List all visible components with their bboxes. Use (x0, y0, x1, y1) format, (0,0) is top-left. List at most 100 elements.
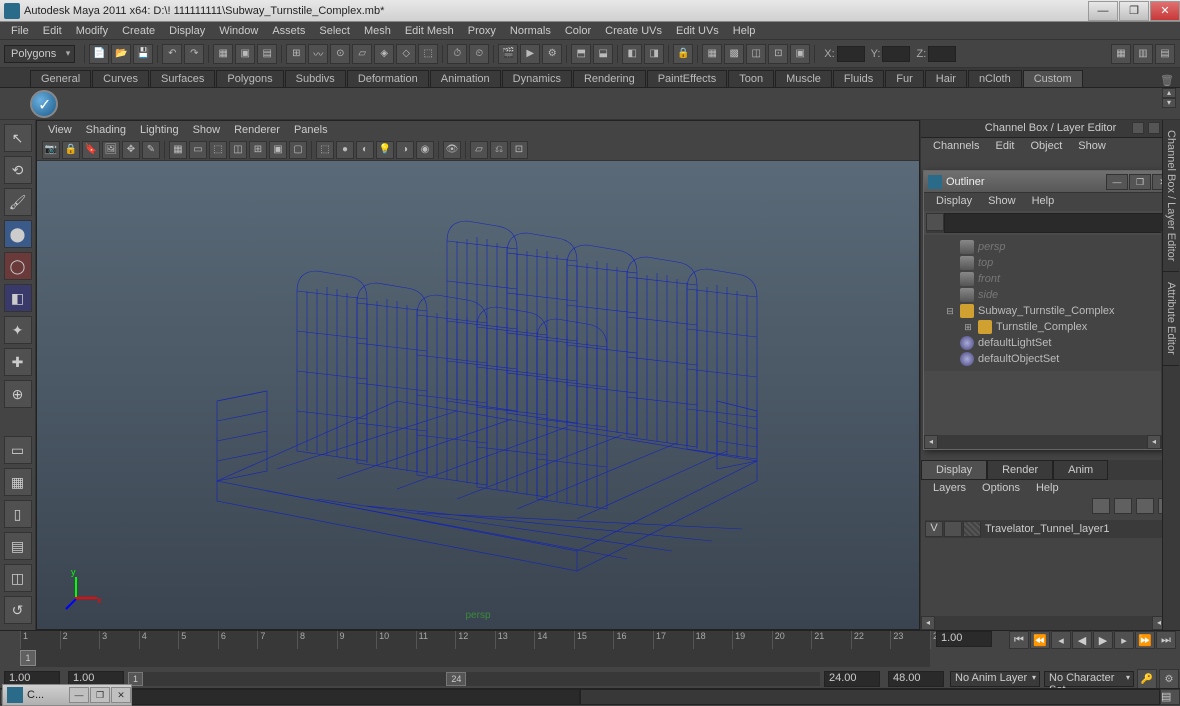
menu-window[interactable]: Window (212, 23, 265, 39)
shelf-tab-custom[interactable]: Custom (1023, 70, 1083, 87)
outliner-item-subway_turnstile_complex[interactable]: ⊟Subway_Turnstile_Complex (924, 303, 1175, 319)
menu-view[interactable]: View (41, 122, 79, 138)
menu-shading[interactable]: Shading (79, 122, 133, 138)
snap-view-icon[interactable]: ◇ (396, 44, 416, 64)
layer-row[interactable]: V Travelator_Tunnel_layer1 (925, 520, 1176, 538)
layout-b-icon[interactable]: ▥ (1133, 44, 1153, 64)
taskbar-max-icon[interactable]: ❐ (90, 687, 110, 703)
menu-display[interactable]: Display (162, 23, 212, 39)
layer-tab-display[interactable]: Display (921, 460, 987, 480)
menu-show[interactable]: Show (186, 122, 228, 138)
menu-file[interactable]: File (4, 23, 36, 39)
snap-grid-icon[interactable]: ⊞ (286, 44, 306, 64)
lasso-tool-icon[interactable]: ⟲ (4, 156, 32, 184)
menu-create-uvs[interactable]: Create UVs (598, 23, 669, 39)
h5-icon[interactable]: ▣ (790, 44, 810, 64)
outliner-search-input[interactable] (944, 213, 1173, 233)
menu-create[interactable]: Create (115, 23, 162, 39)
right-panel-hscroll[interactable]: ◂◂▸ (921, 616, 1180, 630)
input-line-icon[interactable]: ⬒ (571, 44, 591, 64)
step-fwd-key-icon[interactable]: ⏩ (1135, 631, 1155, 649)
shelf-tab-painteffects[interactable]: PaintEffects (647, 70, 728, 87)
three-pane-icon[interactable]: ▤ (4, 532, 32, 560)
single-pane-icon[interactable]: ▭ (4, 436, 32, 464)
vp-safe-title-icon[interactable]: ▢ (289, 141, 307, 159)
rotate-tool-icon[interactable]: ◯ (4, 252, 32, 280)
outliner-item-side[interactable]: side (924, 287, 1175, 303)
maximize-button[interactable]: ❐ (1119, 1, 1149, 21)
scale-tool-icon[interactable]: ◧ (4, 284, 32, 312)
vp-grease-icon[interactable]: ✎ (142, 141, 160, 159)
menu-object[interactable]: Object (1022, 138, 1070, 156)
outliner-tree[interactable]: persptopfrontside⊟Subway_Turnstile_Compl… (924, 235, 1175, 371)
go-start-icon[interactable]: ⏮ (1009, 631, 1029, 649)
shelf-tab-fur[interactable]: Fur (885, 70, 924, 87)
render-settings-icon[interactable]: ⚙ (542, 44, 562, 64)
select-tool-icon[interactable]: ↖ (4, 124, 32, 152)
outliner-item-top[interactable]: top (924, 255, 1175, 271)
history-icon[interactable]: ⏱ (447, 44, 467, 64)
show-manip-icon[interactable]: ✚ (4, 348, 32, 376)
outliner-item-front[interactable]: front (924, 271, 1175, 287)
script-editor-icon[interactable]: ▤ (1160, 689, 1180, 705)
menu-normals[interactable]: Normals (503, 23, 558, 39)
hscroll-left-icon[interactable]: ◂ (924, 435, 938, 449)
menu-lighting[interactable]: Lighting (133, 122, 186, 138)
h4-icon[interactable]: ⊡ (768, 44, 788, 64)
shelf-trash-icon[interactable]: 🗑 (1160, 74, 1174, 87)
os-taskbar-item[interactable]: C... — ❐ ✕ (2, 684, 132, 706)
z-field[interactable] (928, 46, 956, 62)
layer-new-empty-icon[interactable] (1114, 498, 1132, 514)
anim-layer-dropdown[interactable]: No Anim Layer (950, 671, 1040, 687)
vp-gate-mask-icon[interactable]: ◫ (229, 141, 247, 159)
h3-icon[interactable]: ◫ (746, 44, 766, 64)
shelf-tab-toon[interactable]: Toon (728, 70, 774, 87)
play-end-field[interactable]: 24.00 (824, 671, 880, 687)
vp-safe-action-icon[interactable]: ▣ (269, 141, 287, 159)
construction-icon[interactable]: ◧ (622, 44, 642, 64)
play-speed-field[interactable]: 1.00 (936, 631, 992, 647)
outliner-max-button[interactable]: ❐ (1129, 174, 1151, 190)
step-fwd-icon[interactable]: ▸ (1114, 631, 1134, 649)
step-back-icon[interactable]: ◂ (1051, 631, 1071, 649)
h1-icon[interactable]: ▦ (702, 44, 722, 64)
menu-mesh[interactable]: Mesh (357, 23, 398, 39)
vp-hq-icon[interactable]: ◉ (416, 141, 434, 159)
vp-res-gate-icon[interactable]: ⬚ (209, 141, 227, 159)
layer-tab-anim[interactable]: Anim (1053, 460, 1108, 480)
universal-tool-icon[interactable]: ✦ (4, 316, 32, 344)
outliner-item-turnstile_complex[interactable]: ⊞Turnstile_Complex (924, 319, 1175, 335)
vp-bookmarks-icon[interactable]: 🔖 (82, 141, 100, 159)
two-pane-icon[interactable]: ▯ (4, 500, 32, 528)
outliner-filter-icon[interactable] (926, 213, 944, 231)
redo-icon[interactable]: ↷ (184, 44, 204, 64)
shelf-tab-animation[interactable]: Animation (430, 70, 501, 87)
outliner-min-button[interactable]: — (1106, 174, 1128, 190)
vp-lights-icon[interactable]: 💡 (376, 141, 394, 159)
shelf-tab-rendering[interactable]: Rendering (573, 70, 646, 87)
vp-textured-icon[interactable]: ◐ (356, 141, 374, 159)
menu-panels[interactable]: Panels (287, 122, 335, 138)
snap-curve-icon[interactable]: 〰 (308, 44, 328, 64)
soft-mod-icon[interactable]: ⊕ (4, 380, 32, 408)
menu-help[interactable]: Help (1024, 193, 1063, 211)
taskbar-min-icon[interactable]: — (69, 687, 89, 703)
history-off-icon[interactable]: ⏲ (469, 44, 489, 64)
shelf-check-icon[interactable] (30, 90, 58, 118)
vp-field-chart-icon[interactable]: ⊞ (249, 141, 267, 159)
menu-help[interactable]: Help (1028, 480, 1067, 498)
vp-expose-icon[interactable]: ⊡ (510, 141, 528, 159)
vp-smooth-icon[interactable]: ● (336, 141, 354, 159)
shelf-tab-curves[interactable]: Curves (92, 70, 149, 87)
last-tool-icon[interactable]: ↺ (4, 596, 32, 624)
autokey-icon[interactable]: 🔑 (1137, 669, 1157, 689)
shelf-up-icon[interactable]: ▴ (1162, 88, 1176, 98)
vp-select-cam-icon[interactable]: 📷 (42, 141, 60, 159)
shelf-tab-muscle[interactable]: Muscle (775, 70, 832, 87)
shelf-tab-subdivs[interactable]: Subdivs (285, 70, 346, 87)
vp-isolate-icon[interactable]: 👁 (443, 141, 461, 159)
open-scene-icon[interactable]: 📂 (111, 44, 131, 64)
side-tab-attribute-editor[interactable]: Attribute Editor (1163, 272, 1179, 366)
taskbar-close-icon[interactable]: ✕ (111, 687, 131, 703)
select-obj-icon[interactable]: ▣ (235, 44, 255, 64)
